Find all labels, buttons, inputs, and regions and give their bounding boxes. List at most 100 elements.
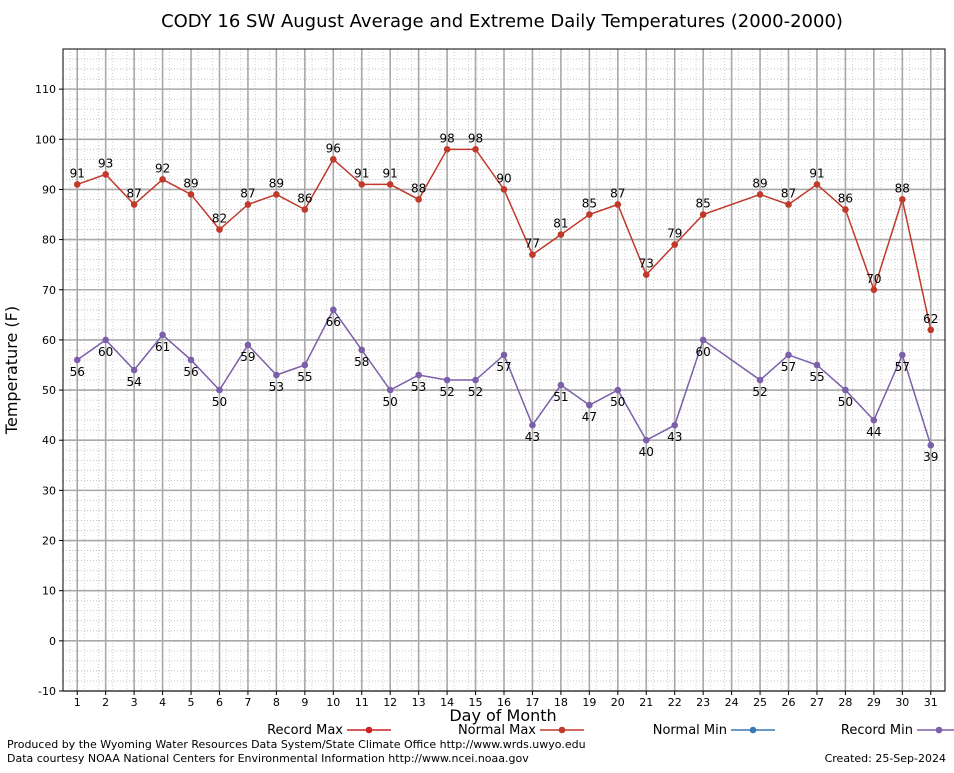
footer-created: Created: 25-Sep-2024 [825, 752, 946, 765]
normal-max-point [785, 201, 792, 208]
normal-max-data-label: 86 [838, 192, 853, 206]
normal-max-point [102, 171, 109, 178]
normal-max-data-label: 86 [297, 192, 312, 206]
legend-swatch-marker-record-max [365, 726, 373, 734]
record-min-point [870, 416, 878, 424]
record-min-point [415, 371, 422, 379]
record-min-data-label: 52 [468, 385, 483, 399]
x-tick-label: 24 [725, 696, 739, 709]
record-min-data-label: 58 [354, 355, 369, 369]
legend-label-normal-max: Normal Max [458, 723, 536, 738]
footer-produced-by: Produced by the Wyoming Water Resources … [7, 738, 586, 751]
record-min-point [813, 361, 821, 369]
normal-max-data-label: 89 [269, 176, 284, 190]
record-min-data-label: 61 [155, 340, 170, 354]
x-tick-label: 3 [131, 696, 138, 709]
y-tick-label: 70 [42, 284, 56, 297]
x-tick-label: 29 [867, 696, 881, 709]
record-min-data-label: 60 [98, 345, 113, 359]
normal-max-data-label: 82 [212, 212, 227, 226]
x-tick-label: 30 [895, 696, 909, 709]
x-tick-label: 1 [74, 696, 81, 709]
y-tick-label: 30 [42, 484, 56, 497]
normal-max-point [159, 176, 166, 183]
x-tick-label: 28 [838, 696, 852, 709]
record-min-data-label: 57 [496, 360, 511, 374]
x-axis-title: Day of Month [449, 706, 556, 725]
normal-max-point [671, 241, 679, 248]
normal-max-point [899, 196, 906, 203]
normal-max-point [73, 181, 81, 188]
normal-max-data-label: 87 [240, 186, 255, 200]
x-tick-label: 16 [497, 696, 511, 709]
record-min-data-label: 39 [923, 450, 938, 464]
plot-grid [63, 48, 945, 692]
y-tick-label: 90 [42, 183, 56, 196]
y-tick-label: 110 [35, 83, 56, 96]
record-min-point [386, 386, 394, 394]
data-labels: 91 93 87 92 89 82 87 89 86 96 91 91 88 98 98 90 77 81 85 87… [70, 131, 939, 464]
y-tick-label: 80 [42, 234, 56, 247]
normal-max-data-label: 73 [639, 257, 654, 271]
x-tick-label: 8 [273, 696, 280, 709]
record-min-data-label: 56 [183, 365, 198, 379]
record-min-data-label: 40 [639, 445, 654, 459]
record-min-data-label: 57 [895, 360, 910, 374]
normal-max-data-label: 81 [553, 217, 568, 231]
record-min-data-label: 52 [752, 385, 767, 399]
record-min-data-label: 43 [525, 430, 540, 444]
normal-max-data-label: 90 [496, 171, 511, 185]
y-axis-title: Temperature (F) [2, 306, 21, 435]
x-tick-label: 17 [525, 696, 539, 709]
y-tick-label: 10 [42, 585, 56, 598]
x-tick-label: 10 [326, 696, 340, 709]
normal-max-point [927, 326, 935, 334]
x-tick-label: 11 [355, 696, 369, 709]
record-min-data-label: 50 [610, 395, 625, 409]
x-tick-label: 6 [216, 696, 223, 709]
legend-label-record-max: Record Max [267, 723, 343, 738]
x-tick-label: 9 [301, 696, 308, 709]
y-tick-label: 0 [49, 635, 56, 648]
record-min-data-label: 44 [866, 425, 881, 439]
normal-max-point [500, 186, 508, 193]
x-tick-label: 21 [639, 696, 653, 709]
record-min-point [500, 351, 508, 359]
y-tick-label: 60 [42, 334, 56, 347]
record-min-point [671, 421, 679, 429]
record-min-point [472, 376, 479, 384]
normal-max-data-label: 98 [468, 131, 483, 145]
y-tick-label: 20 [42, 535, 56, 548]
x-tick-label: 5 [188, 696, 195, 709]
normal-max-data-label: 85 [582, 197, 597, 211]
record-min-line [76, 308, 932, 446]
normal-max-data-label: 62 [923, 312, 938, 326]
normal-max-point [557, 231, 565, 238]
x-tick-label: 14 [440, 696, 454, 709]
normal-max-point [699, 211, 707, 218]
record-min-data-label: 57 [781, 360, 796, 374]
normal-max-data-label: 91 [809, 166, 824, 180]
legend-swatch-marker-normal-min [749, 726, 757, 734]
normal-max-point [358, 181, 366, 188]
normal-max-point [130, 201, 138, 208]
legend: Record Max Normal Max Normal Min Record Min [267, 723, 954, 738]
normal-max-data-label: 79 [667, 227, 682, 241]
record-min-data-label: 60 [696, 345, 711, 359]
normal-max-data-label: 89 [752, 176, 767, 190]
record-min-point [927, 441, 935, 449]
normal-max-point [586, 211, 593, 218]
record-min-point [756, 376, 764, 384]
record-min-data-label: 52 [439, 385, 454, 399]
y-tick-label: 50 [42, 384, 56, 397]
record-min-data-label: 55 [297, 370, 312, 384]
record-min-point [159, 331, 166, 339]
y-tick-label: -10 [38, 685, 56, 698]
x-tick-label: 7 [244, 696, 251, 709]
x-tick-label: 12 [383, 696, 397, 709]
normal-max-data-label: 88 [411, 181, 426, 195]
normal-max-point [870, 286, 878, 294]
normal-max-data-label: 91 [383, 166, 398, 180]
